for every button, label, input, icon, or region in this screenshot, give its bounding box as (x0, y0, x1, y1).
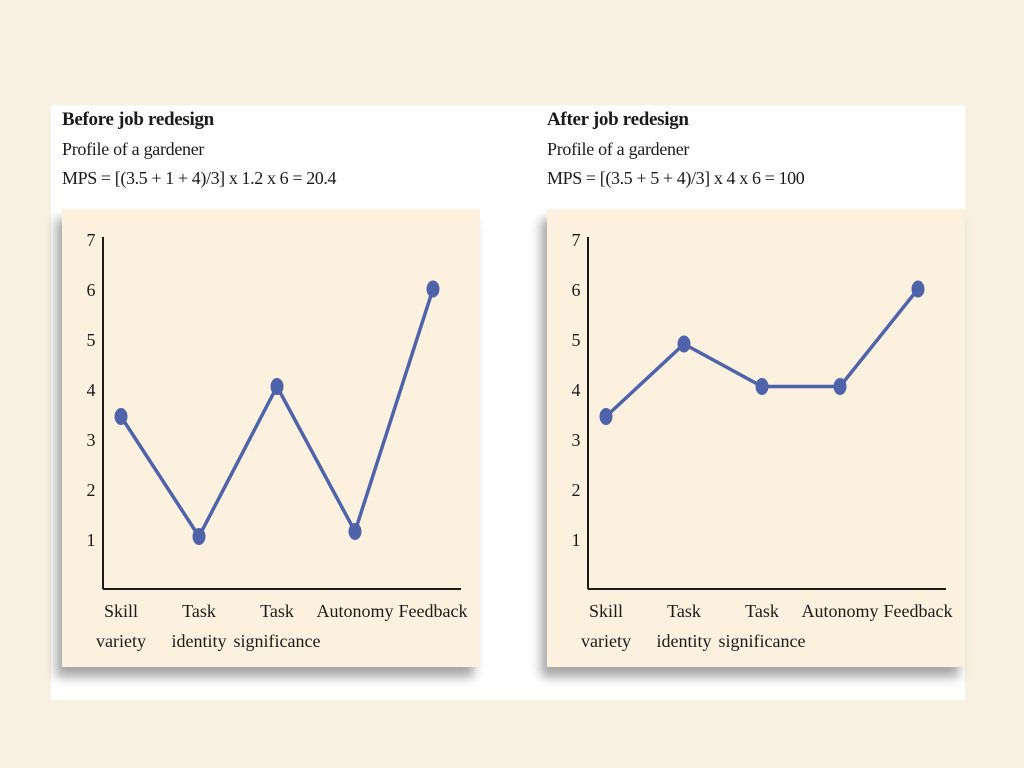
x-tick-label: variety (581, 631, 631, 651)
x-tick-label: significance (234, 631, 321, 651)
y-tick-label: 3 (87, 430, 96, 450)
series-line (119, 288, 435, 539)
x-tick-label: variety (96, 631, 146, 651)
figure-panel: Before job redesign Profile of a gardene… (51, 105, 965, 700)
y-tick-label: 4 (87, 380, 96, 400)
y-tick-label: 3 (572, 430, 581, 450)
x-tick-label: Autonomy (801, 601, 878, 621)
data-point (426, 280, 440, 298)
y-tick-label: 1 (87, 530, 96, 550)
plot-area: 1 2 3 4 5 6 7 Skill variety Task identity Task signi… (62, 209, 480, 667)
x-tick-label: Task (182, 601, 216, 621)
x-tick-label: identity (657, 631, 712, 651)
x-tick-label: Task (260, 601, 294, 621)
y-tick-label: 6 (572, 280, 581, 300)
y-tick-label: 2 (87, 480, 96, 500)
x-tick-label: Feedback (884, 601, 953, 621)
y-tick-label: 4 (572, 380, 581, 400)
data-point (911, 280, 925, 298)
chart-title: After job redesign (547, 109, 689, 130)
data-point (833, 378, 847, 395)
series-line (604, 287, 920, 418)
y-tick-label: 7 (87, 230, 96, 250)
y-tick-label: 2 (572, 480, 581, 500)
data-point (192, 528, 206, 545)
y-tick-label: 1 (572, 530, 581, 550)
line-chart: 1 2 3 4 5 6 7 Skill variety Task identity Task signi… (87, 230, 468, 651)
y-tick-label: 5 (87, 330, 96, 350)
data-point (348, 523, 362, 540)
chart-after: After job redesign Profile of a gardener… (536, 105, 976, 700)
data-point (755, 378, 769, 395)
data-point (114, 408, 128, 425)
y-tick-label: 7 (572, 230, 581, 250)
y-tick-label: 6 (87, 280, 96, 300)
data-point (599, 408, 613, 425)
x-tick-label: Task (667, 601, 701, 621)
data-point (677, 335, 691, 353)
x-tick-label: identity (172, 631, 227, 651)
x-tick-label: significance (719, 631, 806, 651)
x-tick-label: Skill (589, 601, 623, 621)
y-tick-label: 5 (572, 330, 581, 350)
line-chart: 1 2 3 4 5 6 7 Skill variety Task identity Task signi… (572, 230, 953, 651)
chart-subtitle: Profile of a gardener (62, 139, 205, 159)
x-tick-label: Skill (104, 601, 138, 621)
x-tick-label: Task (745, 601, 779, 621)
mps-formula: MPS = [(3.5 + 1 + 4)/3] x 1.2 x 6 = 20.4 (62, 168, 337, 188)
x-tick-label: Feedback (399, 601, 468, 621)
plot-area: 1 2 3 4 5 6 7 Skill variety Task identity Task signi… (547, 209, 965, 667)
data-point (270, 378, 284, 395)
x-tick-label: Autonomy (316, 601, 393, 621)
chart-before: Before job redesign Profile of a gardene… (51, 105, 491, 700)
mps-formula: MPS = [(3.5 + 5 + 4)/3] x 4 x 6 = 100 (547, 168, 805, 188)
chart-subtitle: Profile of a gardener (547, 139, 690, 159)
chart-title: Before job redesign (62, 109, 214, 130)
